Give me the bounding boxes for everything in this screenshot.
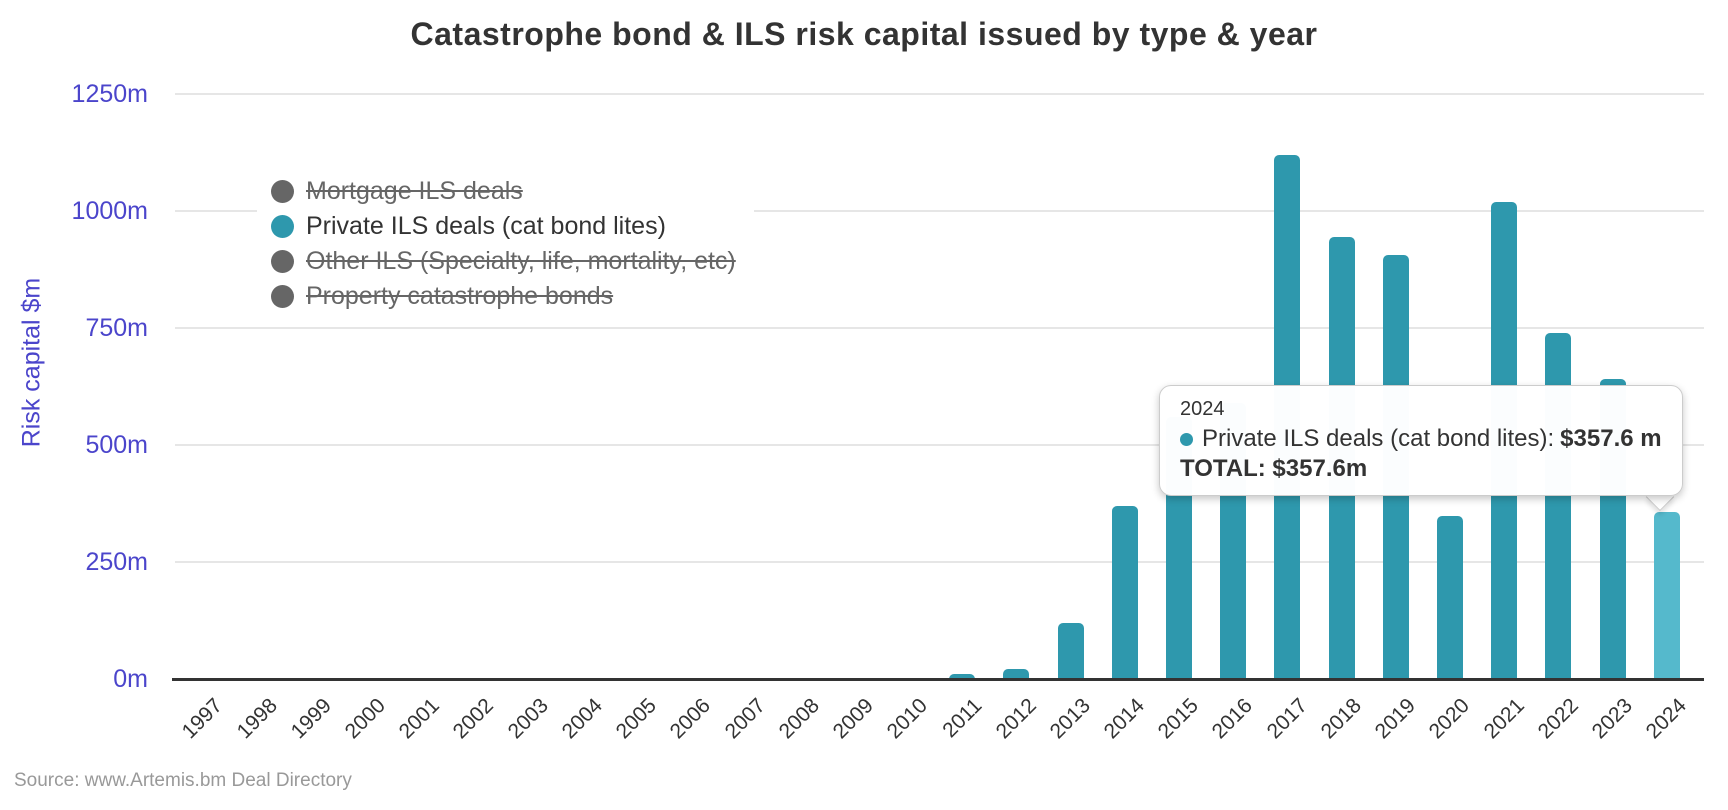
bar-2020[interactable] [1437,516,1464,679]
bar-2012[interactable] [1003,668,1030,679]
x-axis-label-2006: 2006 [666,694,716,744]
y-axis-label-1250m: 1250m [71,80,148,108]
x-axis-label-2024: 2024 [1641,694,1692,744]
legend-item-4[interactable]: Property catastrophe bonds [271,279,736,314]
legend-item-2[interactable]: Private ILS deals (cat bond lites) [271,209,736,244]
tooltip-total: TOTAL: $357.6m [1180,455,1368,482]
legend-marker-icon [271,285,294,308]
gridline-1250m [175,93,1704,95]
x-axis-label-2004: 2004 [557,694,607,744]
tooltip-series-line: Private ILS deals (cat bond lites): $357… [1180,425,1662,453]
x-axis-label-2009: 2009 [828,694,878,744]
chart-title: Catastrophe bond & ILS risk capital issu… [410,16,1318,52]
legend-label: Mortgage ILS deals [306,177,523,205]
bar-2011[interactable] [949,674,976,679]
series-marker-icon [1180,432,1193,446]
x-axis-label-2010: 2010 [882,694,933,744]
x-axis-label-2022: 2022 [1533,694,1583,744]
tooltip-series-label: Private ILS deals (cat bond lites): [1202,425,1555,452]
y-axis-label-250m: 250m [85,548,148,576]
gridline-750m [175,327,1704,329]
x-axis-label-2023: 2023 [1587,694,1637,744]
x-axis-label-2013: 2013 [1045,694,1095,744]
legend-label: Private ILS deals (cat bond lites) [306,212,666,240]
y-axis-label-750m: 750m [85,314,148,342]
x-axis-label-2007: 2007 [720,694,770,744]
x-axis-label-1997: 1997 [178,694,228,744]
x-axis-label-2008: 2008 [774,694,824,744]
x-axis-line [172,678,1704,681]
tooltip-header: 2024 [1180,398,1225,420]
tooltip-series-value: $357.6 m [1560,425,1662,452]
bar-2024[interactable] [1653,511,1680,679]
x-axis-label-2021: 2021 [1479,694,1529,744]
x-axis-label-2014: 2014 [1099,694,1150,744]
legend-label: Other ILS (Specialty, life, mortality, e… [306,247,736,275]
legend: Mortgage ILS deals Private ILS deals (cat… [257,166,754,324]
x-axis-label-2000: 2000 [340,694,391,744]
x-axis-label-2018: 2018 [1316,694,1366,744]
legend-item-3[interactable]: Other ILS (Specialty, life, mortality, e… [271,244,736,279]
x-axis-label-1999: 1999 [286,694,336,744]
gridline-1000m [175,210,1704,212]
x-axis-label-2012: 2012 [991,694,1041,744]
legend-item-1[interactable]: Mortgage ILS deals [271,174,736,209]
y-axis-label-500m: 500m [85,431,148,459]
x-axis-label-2017: 2017 [1262,694,1312,744]
x-axis-label-2001: 2001 [394,694,445,744]
x-axis-label-2002: 2002 [449,694,499,744]
tooltip: 2024 Private ILS deals (cat bond lites):… [1159,385,1683,496]
x-axis-label-2019: 2019 [1370,694,1421,744]
legend-marker-icon [271,250,294,273]
legend-marker-icon [271,180,294,203]
x-axis-label-2020: 2020 [1425,694,1475,744]
x-axis-label-2016: 2016 [1208,694,1258,744]
source-note: Source: www.Artemis.bm Deal Directory [14,770,352,791]
bar-2014[interactable] [1111,505,1138,679]
x-axis-label-2005: 2005 [611,694,662,744]
bar-2013[interactable] [1057,622,1084,679]
y-axis-label-1000m: 1000m [71,197,148,225]
gridline-500m [175,444,1704,446]
x-axis-label-2011: 2011 [938,694,987,743]
y-axis-label-0m: 0m [113,665,148,693]
x-axis-label-1998: 1998 [232,694,282,744]
legend-label: Property catastrophe bonds [306,282,614,310]
x-axis-label-2003: 2003 [503,694,553,744]
gridline-250m [175,561,1704,563]
legend-marker-icon [271,215,294,238]
x-axis-label-2015: 2015 [1153,694,1204,744]
